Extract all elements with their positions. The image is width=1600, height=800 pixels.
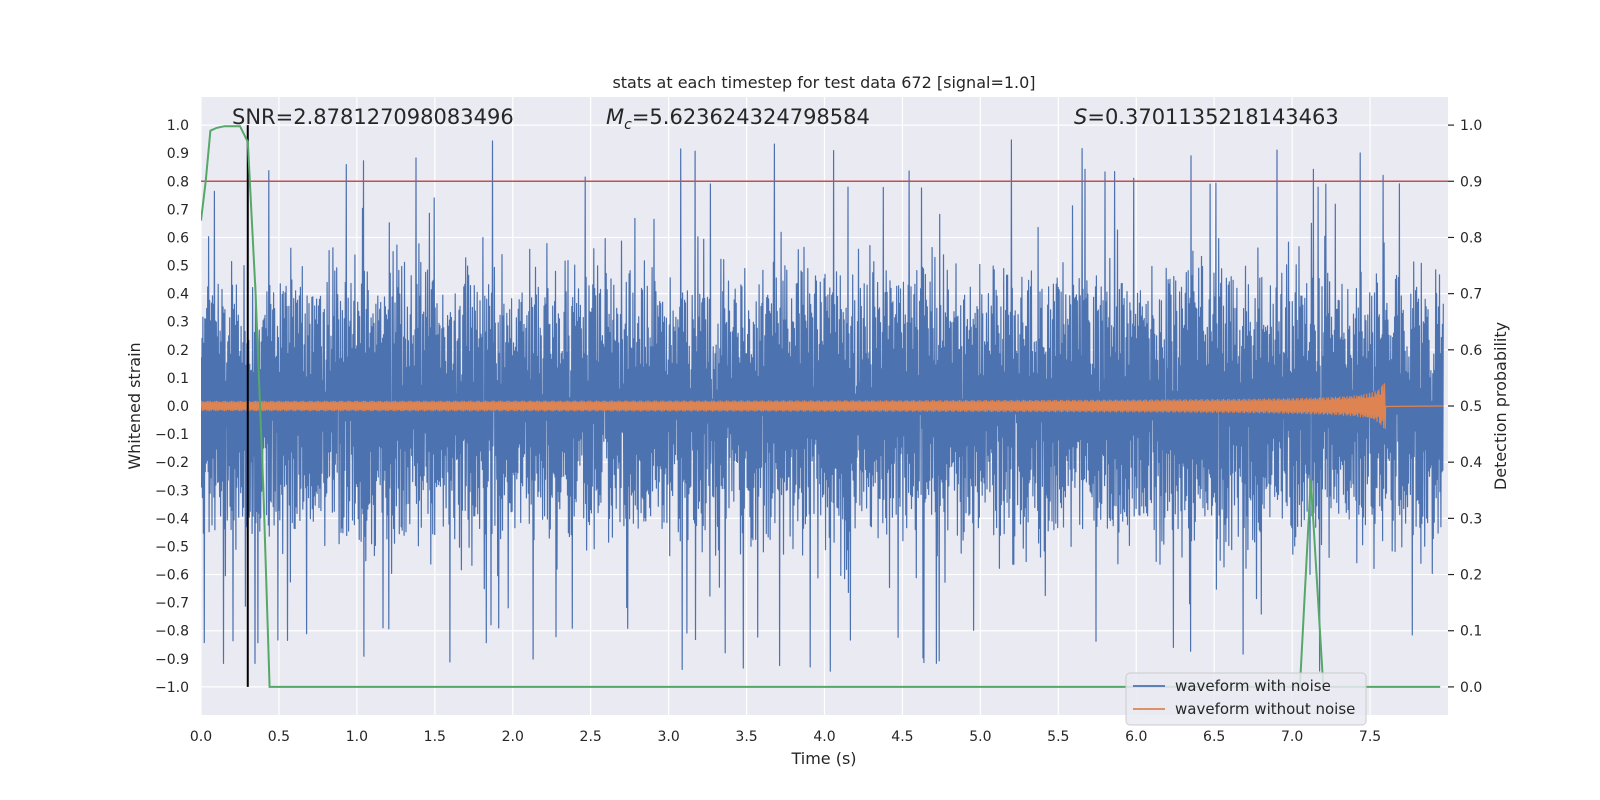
y-right-tick-label: 0.1 bbox=[1460, 624, 1482, 640]
snr-annotation: SNR=2.878127098083496 bbox=[232, 105, 514, 129]
series-waveform-without-noise bbox=[201, 383, 1444, 429]
x-tick-label: 6.5 bbox=[1203, 729, 1225, 745]
x-tick-label: 3.0 bbox=[657, 729, 679, 745]
x-tick-label: 5.5 bbox=[1047, 729, 1069, 745]
x-tick-label: 0.5 bbox=[268, 729, 290, 745]
s-symbol: S bbox=[1074, 105, 1087, 129]
x-tick-label: 4.0 bbox=[813, 729, 835, 745]
y-right-tick-label: 0.0 bbox=[1460, 680, 1482, 696]
y-left-tick-label: 1.0 bbox=[167, 118, 189, 134]
x-tick-label: 6.0 bbox=[1125, 729, 1147, 745]
y-right-tick-label: 0.8 bbox=[1460, 230, 1482, 246]
y-left-tick-label: 0.1 bbox=[167, 371, 189, 387]
y-right-axis-label: Detection probability bbox=[1491, 322, 1510, 490]
x-tick-label: 1.0 bbox=[346, 729, 368, 745]
y-left-tick-label: 0.6 bbox=[167, 230, 189, 246]
x-tick-label: 2.0 bbox=[502, 729, 524, 745]
chirp-mass-symbol: M bbox=[606, 105, 624, 129]
y-left-tick-label: 0.2 bbox=[167, 343, 189, 359]
x-tick-label: 7.0 bbox=[1281, 729, 1303, 745]
y-left-tick-label: 0.3 bbox=[167, 315, 189, 331]
x-tick-label: 7.5 bbox=[1359, 729, 1381, 745]
y-left-tick-label: 0.4 bbox=[167, 287, 189, 303]
y-right-tick-label: 0.7 bbox=[1460, 287, 1482, 303]
y-left-tick-label: 0.7 bbox=[167, 202, 189, 218]
y-left-tick-label: −0.4 bbox=[155, 511, 189, 527]
y-right-tick-label: 0.4 bbox=[1460, 455, 1482, 471]
y-left-tick-label: 0.9 bbox=[167, 146, 189, 162]
chirp-mass-annotation: Mc=5.623624324798584 bbox=[606, 105, 870, 133]
y-right-tick-label: 0.6 bbox=[1460, 343, 1482, 359]
series-waveform-with-noise bbox=[201, 139, 1444, 672]
y-left-tick-label: −0.3 bbox=[155, 483, 189, 499]
legend-label-clean: waveform without noise bbox=[1175, 700, 1355, 718]
y-left-axis-ticks: 1.0 0.9 0.8 0.7 0.6 0.5 0.4 0.3 0.2 0.1 0.0 −0.1 −0.… bbox=[155, 118, 189, 696]
y-left-tick-label: −0.5 bbox=[155, 539, 189, 555]
y-left-tick-label: −0.9 bbox=[155, 652, 189, 668]
y-left-tick-label: −0.2 bbox=[155, 455, 189, 471]
x-axis-label: Time (s) bbox=[790, 749, 856, 768]
s-value: =0.3701135218143463 bbox=[1087, 105, 1338, 129]
series-detection-probability bbox=[201, 125, 1441, 688]
y-left-tick-label: 0.5 bbox=[167, 259, 189, 275]
chirp-mass-subscript: c bbox=[624, 117, 632, 133]
y-right-tick-label: 0.3 bbox=[1460, 511, 1482, 527]
y-left-tick-label: −0.7 bbox=[155, 596, 189, 612]
y-left-tick-label: −0.1 bbox=[155, 427, 189, 443]
chirp-mass-value: =5.623624324798584 bbox=[632, 105, 870, 129]
x-axis-ticks: 0.0 0.5 1.0 1.5 2.0 2.5 3.0 3.5 4.0 4.5 5.0 5.5 6.0 6… bbox=[190, 729, 1381, 745]
y-right-tick-label: 0.9 bbox=[1460, 174, 1482, 190]
y-left-tick-label: −0.6 bbox=[155, 568, 189, 584]
legend: waveform with noise waveform without noi… bbox=[1125, 672, 1367, 726]
chart-title: stats at each timestep for test data 672… bbox=[612, 73, 1035, 92]
y-right-tick-label: 0.2 bbox=[1460, 568, 1482, 584]
y-right-tick-label: 0.5 bbox=[1460, 399, 1482, 415]
x-tick-label: 0.0 bbox=[190, 729, 212, 745]
y-left-tick-label: −0.8 bbox=[155, 624, 189, 640]
y-left-tick-label: 0.0 bbox=[167, 399, 189, 415]
x-tick-label: 3.5 bbox=[735, 729, 757, 745]
y-right-tick-label: 1.0 bbox=[1460, 118, 1482, 134]
s-annotation: S=0.3701135218143463 bbox=[1074, 105, 1339, 129]
x-tick-label: 2.5 bbox=[580, 729, 602, 745]
x-tick-label: 4.5 bbox=[891, 729, 913, 745]
x-tick-label: 5.0 bbox=[969, 729, 991, 745]
y-left-tick-label: −1.0 bbox=[155, 680, 189, 696]
legend-label-noise: waveform with noise bbox=[1175, 677, 1331, 695]
x-tick-label: 1.5 bbox=[424, 729, 446, 745]
y-left-axis-label: Whitened strain bbox=[125, 342, 144, 469]
y-right-axis-ticks: 1.0 0.9 0.8 0.7 0.6 0.5 0.4 0.3 0.2 0.1 0.0 bbox=[1448, 118, 1482, 696]
legend-box bbox=[1125, 672, 1367, 726]
y-left-tick-label: 0.8 bbox=[167, 174, 189, 190]
